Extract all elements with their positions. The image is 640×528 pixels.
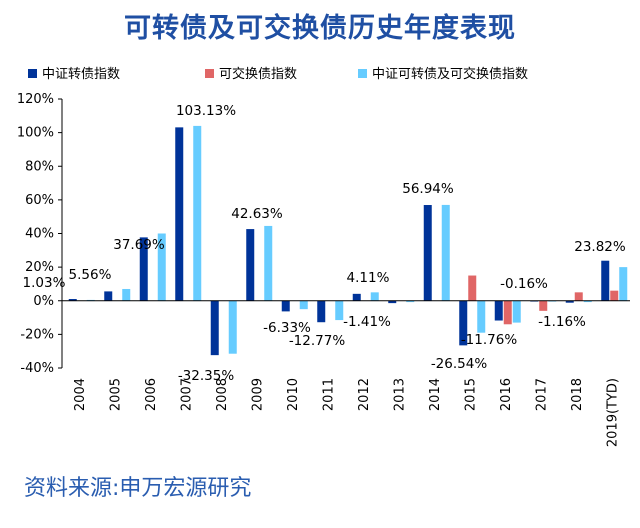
legend-swatch-1 — [205, 69, 214, 78]
bar-2-1 — [122, 288, 131, 301]
data-label-2005: 5.56% — [69, 267, 112, 283]
data-label-2011: -12.77% — [289, 333, 346, 349]
bar-1-14 — [574, 292, 583, 301]
y-tick-label: 40% — [25, 227, 54, 242]
bar-0-0 — [68, 299, 77, 301]
bar-2-2 — [157, 233, 166, 301]
x-tick-label: 2012 — [357, 378, 372, 411]
bar-2-15 — [619, 267, 628, 301]
x-tick-label: 2010 — [286, 378, 301, 411]
bar-1-12 — [503, 300, 512, 325]
bar-0-6 — [281, 300, 290, 312]
bar-2-5 — [264, 225, 273, 301]
data-label-2010: -6.33% — [263, 320, 311, 336]
legend-swatch-2 — [358, 69, 367, 78]
bar-0-5 — [246, 229, 255, 301]
data-label-2016: -11.76% — [461, 332, 518, 348]
bar-1-13 — [539, 300, 548, 311]
bar-0-3 — [175, 127, 184, 301]
bar-2-10 — [441, 204, 450, 301]
x-tick-label: 2019(TYD) — [605, 378, 620, 447]
bar-2-4 — [228, 300, 237, 354]
bar-0-11 — [459, 300, 468, 346]
y-tick-label: -40% — [20, 361, 54, 376]
data-label-2019(TYD): 23.82% — [574, 239, 626, 255]
y-tick-label: 60% — [25, 193, 54, 208]
legend-swatch-0 — [28, 69, 37, 78]
bar-2-9 — [406, 300, 415, 303]
data-label-2014: 56.94% — [402, 181, 454, 197]
bar-0-8 — [352, 293, 361, 301]
bar-2-11 — [477, 300, 486, 333]
bar-2-3 — [193, 125, 202, 301]
source-note: 资料来源:申万宏源研究 — [24, 476, 252, 501]
data-label-2009: 42.63% — [231, 206, 283, 222]
bar-2-7 — [335, 300, 344, 321]
bar-2-8 — [370, 292, 379, 301]
data-label-2017: -0.16% — [500, 276, 548, 292]
x-tick-label: 2011 — [321, 378, 336, 411]
bar-0-1 — [104, 291, 113, 301]
x-tick-label: 2007 — [179, 378, 194, 411]
x-tick-label: 2009 — [250, 378, 265, 411]
bar-0-10 — [423, 205, 432, 301]
bar-2-6 — [299, 300, 308, 310]
y-tick-label: 0% — [33, 294, 54, 309]
legend-label-2: 中证可转债及可交换债指数 — [372, 66, 528, 82]
legend-label-0: 中证转债指数 — [42, 67, 120, 82]
x-tick-label: 2004 — [73, 378, 88, 411]
x-tick-label: 2006 — [144, 378, 159, 411]
y-tick-label: 100% — [17, 126, 54, 141]
data-label-2012: 4.11% — [347, 270, 390, 286]
chart-title: 可转债及可交换债历史年度表现 — [124, 13, 516, 44]
data-label-2018: -1.16% — [538, 314, 586, 330]
bar-2-14 — [583, 300, 592, 303]
bar-0-14 — [565, 300, 574, 303]
x-tick-label: 2017 — [534, 378, 549, 411]
y-tick-label: 80% — [25, 159, 54, 174]
y-tick-label: 20% — [25, 260, 54, 275]
data-label-2006: 37.69% — [113, 237, 165, 253]
data-label-2004: 1.03% — [23, 275, 66, 291]
x-tick-label: 2015 — [463, 378, 478, 411]
bar-0-7 — [317, 300, 326, 323]
y-tick-label: 120% — [17, 92, 54, 107]
x-tick-label: 2005 — [108, 378, 123, 411]
x-tick-label: 2013 — [392, 378, 407, 411]
x-tick-label: 2014 — [428, 378, 443, 411]
data-label-2008: -32.35% — [178, 368, 235, 384]
data-label-2015: -26.54% — [431, 356, 488, 372]
bar-0-4 — [210, 300, 219, 356]
data-label-2007: 103.13% — [176, 103, 236, 119]
x-tick-label: 2016 — [499, 378, 514, 411]
bar-0-12 — [494, 300, 503, 321]
bar-0-15 — [601, 260, 610, 301]
data-label-2013: -1.41% — [343, 314, 391, 330]
bar-2-12 — [512, 300, 521, 323]
bar-1-15 — [610, 290, 619, 301]
bar-0-2 — [139, 237, 148, 301]
x-tick-label: 2018 — [570, 378, 585, 411]
bar-0-9 — [388, 300, 397, 304]
legend-label-1: 可交换债指数 — [219, 66, 297, 82]
bar-1-11 — [468, 275, 477, 301]
x-tick-label: 2008 — [215, 378, 230, 411]
y-tick-label: -20% — [20, 327, 54, 342]
